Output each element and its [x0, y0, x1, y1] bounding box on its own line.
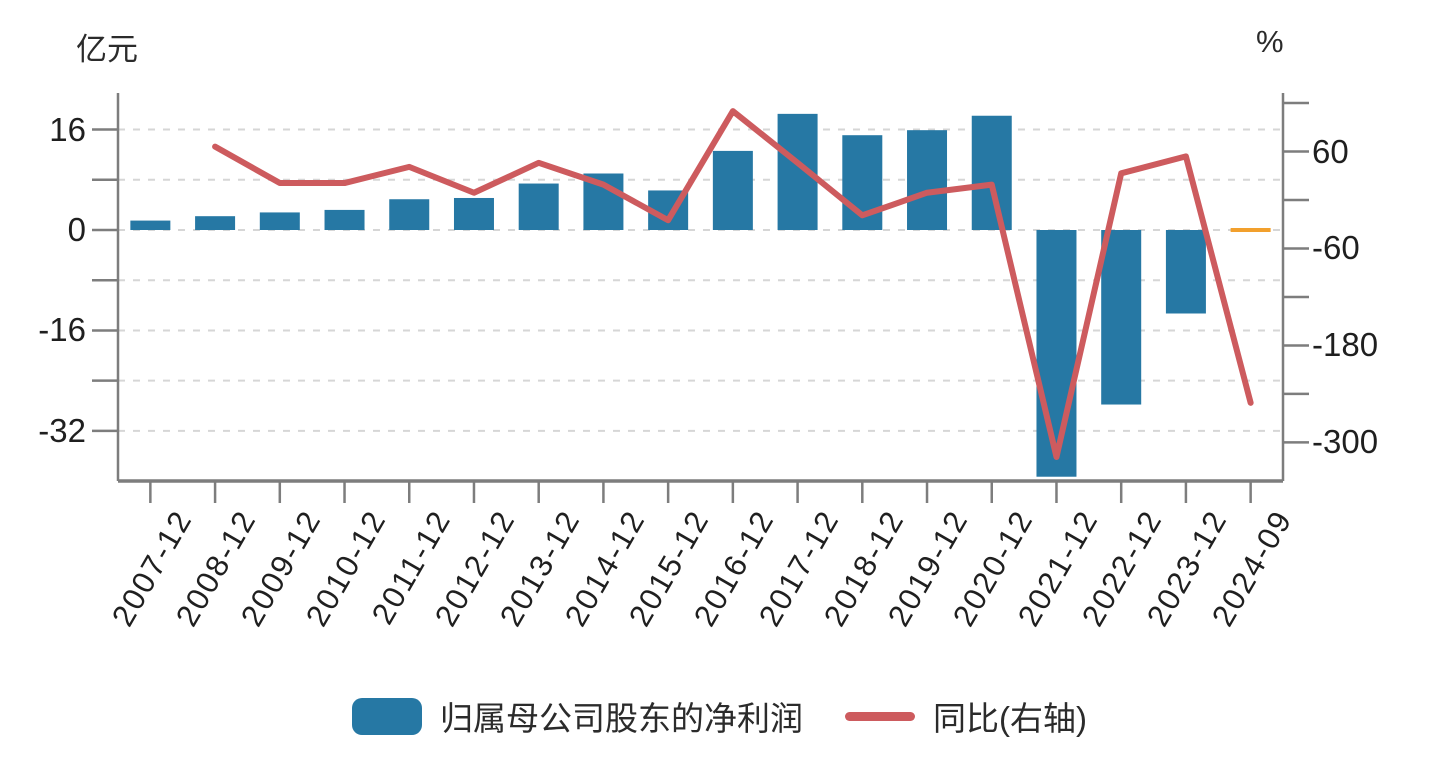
bar-2023-12 — [1165, 230, 1206, 314]
right-axis-tick-label: 60 — [1312, 132, 1349, 170]
bar-2007-12 — [130, 220, 171, 230]
line-series-swatch-icon — [845, 711, 915, 721]
legend: 归属母公司股东的净利润 同比(右轴) — [0, 692, 1439, 740]
bar-2012-12 — [453, 197, 494, 230]
bar-2013-12 — [518, 183, 559, 230]
bar-2021-12 — [1036, 230, 1077, 477]
left-axis-tick-label: -32 — [38, 411, 86, 449]
left-axis-tick-label: -16 — [38, 311, 86, 349]
bar-2022-12 — [1101, 230, 1142, 405]
left-axis-tick-label: 0 — [67, 211, 86, 248]
bar-2009-12 — [259, 212, 300, 230]
right-axis-tick-label: -300 — [1312, 423, 1379, 461]
bar-2010-12 — [324, 209, 365, 230]
bar-2024-09 — [1230, 228, 1271, 232]
right-axis-unit-label: % — [1256, 24, 1284, 59]
bar-2016-12 — [712, 150, 753, 230]
bar-2020-12 — [971, 115, 1012, 230]
legend-item-net-profit: 归属母公司股东的净利润 — [352, 692, 803, 740]
bar-series-swatch-icon — [352, 697, 422, 735]
bar-2008-12 — [195, 216, 236, 230]
left-axis-tick-label: 16 — [49, 110, 86, 148]
legend-item-yoy: 同比(右轴) — [845, 692, 1087, 740]
legend-label-yoy: 同比(右轴) — [933, 700, 1087, 737]
left-axis-unit-label: 亿元 — [76, 32, 138, 67]
right-axis-tick-label: -60 — [1312, 229, 1360, 267]
right-axis-tick-label: -180 — [1312, 326, 1379, 364]
bar-2019-12 — [907, 130, 948, 230]
yoy-line — [212, 108, 1254, 460]
legend-label-net-profit: 归属母公司股东的净利润 — [440, 700, 803, 737]
bar-2011-12 — [389, 199, 430, 230]
